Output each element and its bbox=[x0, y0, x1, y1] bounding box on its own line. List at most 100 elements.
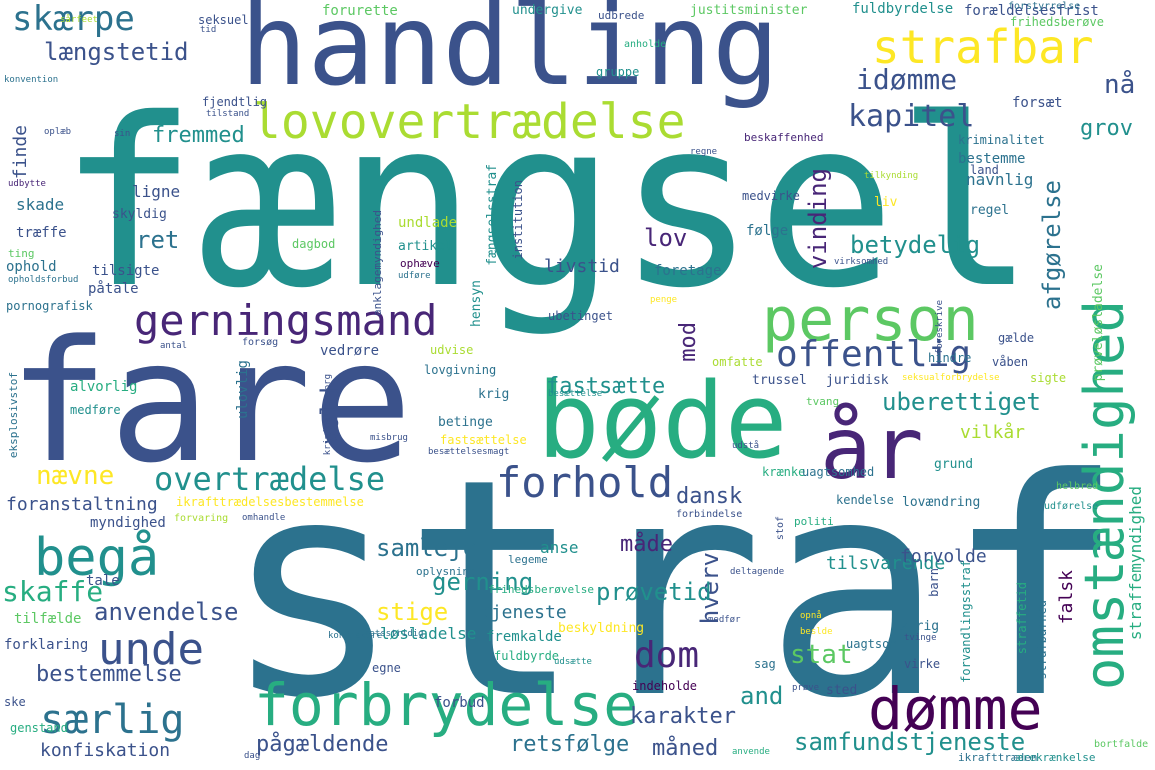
cloud-word: mod bbox=[676, 322, 701, 362]
cloud-word: forstyrrelse bbox=[1008, 1, 1081, 12]
cloud-word: hindre bbox=[928, 351, 972, 365]
cloud-word: and bbox=[740, 682, 784, 710]
cloud-word: barn bbox=[927, 568, 941, 597]
cloud-word: penge bbox=[650, 295, 678, 305]
cloud-word: dømme bbox=[868, 675, 1043, 743]
cloud-word: skærpe bbox=[12, 0, 135, 39]
cloud-word: fastsættelse bbox=[440, 433, 527, 447]
cloud-word: straffemyndighed bbox=[1126, 486, 1145, 641]
cloud-word: politi bbox=[794, 515, 834, 528]
cloud-word: unde bbox=[98, 624, 204, 675]
cloud-word: nå bbox=[1104, 70, 1136, 100]
cloud-word: finde bbox=[10, 125, 31, 180]
cloud-word: sag bbox=[754, 657, 776, 671]
cloud-word: person bbox=[762, 285, 979, 355]
cloud-word: stof bbox=[775, 516, 786, 541]
cloud-word: ikrafttrædelsesbestemmelse bbox=[176, 495, 364, 509]
cloud-word: udvise bbox=[430, 343, 474, 357]
cloud-word: foreskrive bbox=[935, 300, 945, 355]
cloud-word: seksualforbrydelse bbox=[902, 373, 1000, 383]
cloud-word: undergive bbox=[512, 3, 583, 18]
cloud-word: ophæve bbox=[400, 257, 440, 270]
cloud-word: konfiskere bbox=[328, 631, 383, 641]
cloud-word: ophold bbox=[6, 259, 57, 275]
cloud-word: regne bbox=[690, 147, 718, 157]
cloud-word: bøde bbox=[537, 360, 788, 482]
cloud-word: forbrydelse bbox=[254, 671, 639, 739]
cloud-word: dag bbox=[244, 751, 261, 761]
cloud-word: samfundstjeneste bbox=[794, 728, 1026, 756]
cloud-word: antal bbox=[160, 341, 188, 351]
cloud-word: gerningsmand bbox=[134, 296, 438, 345]
cloud-word: beslde bbox=[800, 627, 833, 637]
cloud-word: udstå bbox=[732, 441, 760, 451]
cloud-word: betydelig bbox=[850, 231, 981, 259]
cloud-word: krig bbox=[478, 387, 510, 402]
cloud-word: handling bbox=[240, 0, 780, 111]
cloud-word: undlade bbox=[398, 215, 458, 231]
cloud-word: sin bbox=[114, 129, 131, 139]
cloud-word: tid bbox=[200, 25, 217, 35]
cloud-word: skade bbox=[16, 195, 65, 214]
cloud-word: besættelse bbox=[548, 389, 603, 399]
cloud-word: medvirke bbox=[742, 189, 800, 203]
cloud-word: dom bbox=[634, 635, 700, 676]
cloud-word: land bbox=[970, 163, 999, 177]
cloud-word: fjendtlig bbox=[202, 95, 268, 109]
cloud-word: besættelsesmagt bbox=[428, 447, 510, 457]
cloud-word: løsladelse bbox=[380, 624, 477, 643]
cloud-word: lov bbox=[644, 224, 688, 252]
cloud-word: ligne bbox=[132, 182, 181, 201]
cloud-word: medfør bbox=[708, 615, 741, 625]
cloud-word: legeme bbox=[508, 553, 548, 566]
cloud-word: retsfølge bbox=[510, 732, 630, 757]
cloud-word: hensyn bbox=[469, 280, 484, 327]
cloud-word: frihedsberøvelse bbox=[488, 583, 594, 596]
cloud-word: ærekrænkelse bbox=[1016, 751, 1096, 764]
cloud-word: særlig bbox=[40, 697, 185, 743]
cloud-word: strafbarhed bbox=[1035, 600, 1049, 680]
cloud-word: udbrede bbox=[598, 9, 645, 22]
cloud-word: idømme bbox=[856, 63, 958, 96]
cloud-word: påtale bbox=[88, 281, 139, 297]
cloud-word: lovændring bbox=[902, 495, 981, 510]
cloud-word: stat bbox=[790, 640, 853, 670]
cloud-word: tale bbox=[86, 573, 120, 589]
cloud-word: ikrafttræden bbox=[958, 751, 1038, 764]
cloud-word: udsætte bbox=[554, 657, 592, 667]
cloud-word: forbindelse bbox=[676, 509, 743, 520]
cloud-word: nævne bbox=[36, 461, 115, 491]
cloud-word: forvandlingsstraf bbox=[959, 560, 973, 683]
cloud-word: anvende bbox=[732, 747, 770, 757]
cloud-word: tjeneste bbox=[480, 602, 567, 623]
cloud-word: uagtsom bbox=[846, 637, 897, 651]
cloud-word: anvendelse bbox=[94, 598, 239, 626]
cloud-word: indeholde bbox=[632, 679, 698, 693]
cloud-word: forvolde bbox=[900, 546, 987, 567]
cloud-word: pornografisk bbox=[6, 299, 93, 313]
cloud-word: ulovlig bbox=[235, 360, 251, 420]
cloud-word: ske bbox=[4, 695, 26, 709]
cloud-word: afgørelse bbox=[1038, 180, 1066, 311]
cloud-word: længstetid bbox=[44, 38, 189, 66]
cloud-word: vedrøre bbox=[320, 343, 380, 359]
cloud-word: øvrig bbox=[900, 619, 940, 634]
cloud-word: vilkår bbox=[960, 422, 1026, 443]
cloud-word: foranstaltning bbox=[6, 494, 158, 515]
cloud-word: kapitel bbox=[848, 99, 975, 134]
cloud-word: forsæt bbox=[1012, 95, 1063, 111]
cloud-word: retsstridig bbox=[364, 629, 424, 639]
cloud-word: falsk bbox=[1056, 570, 1077, 625]
cloud-word: fængsel bbox=[58, 69, 1036, 339]
cloud-word: medføre bbox=[70, 403, 121, 417]
cloud-word: år bbox=[820, 399, 924, 499]
cloud-word: træffe bbox=[16, 225, 67, 241]
cloud-word: samleje bbox=[376, 534, 478, 562]
cloud-word: fængselsstraf bbox=[485, 164, 500, 266]
cloud-word: begå bbox=[34, 528, 160, 588]
cloud-word: bortfalde bbox=[1094, 739, 1149, 750]
cloud-word: opholdsforbud bbox=[8, 275, 79, 285]
cloud-word: straffetid bbox=[1015, 582, 1029, 655]
cloud-word: misbrug bbox=[370, 433, 408, 443]
